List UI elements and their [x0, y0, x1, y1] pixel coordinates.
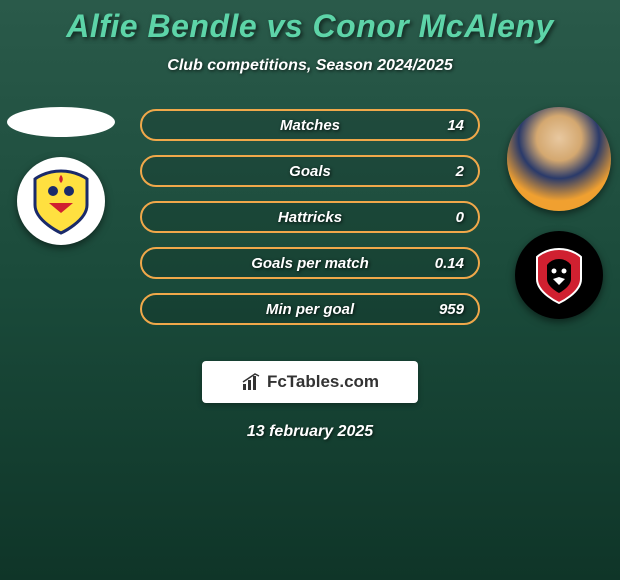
stat-row-hattricks: Hattricks 0: [140, 201, 480, 233]
stat-row-goals-per-match: Goals per match 0.14: [140, 247, 480, 279]
player-avatar-left: [7, 107, 115, 137]
stat-label: Matches: [280, 117, 340, 134]
brand-box[interactable]: FcTables.com: [202, 361, 418, 403]
stat-value: 2: [456, 163, 464, 180]
subtitle: Club competitions, Season 2024/2025: [0, 57, 620, 75]
salford-crest-icon: [529, 245, 589, 305]
player-avatar-right: [507, 107, 611, 211]
stats-area: Matches 14 Goals 2 Hattricks 0 Goals per…: [0, 107, 620, 347]
stat-value: 0: [456, 209, 464, 226]
stat-row-min-per-goal: Min per goal 959: [140, 293, 480, 325]
left-player-column: [6, 107, 116, 245]
stat-rows: Matches 14 Goals 2 Hattricks 0 Goals per…: [140, 107, 480, 325]
club-logo-right: [515, 231, 603, 319]
stat-label: Min per goal: [266, 301, 354, 318]
stat-label: Hattricks: [278, 209, 342, 226]
stat-row-matches: Matches 14: [140, 109, 480, 141]
afc-wimbledon-crest-icon: [25, 165, 97, 237]
page-title: Alfie Bendle vs Conor McAleny: [0, 0, 620, 45]
stat-value: 0.14: [435, 255, 464, 272]
brand-text: FcTables.com: [267, 372, 379, 392]
stat-label: Goals per match: [251, 255, 369, 272]
stat-row-goals: Goals 2: [140, 155, 480, 187]
right-player-column: [504, 107, 614, 319]
date-text: 13 february 2025: [0, 423, 620, 441]
stat-value: 959: [439, 301, 464, 318]
club-logo-left: [17, 157, 105, 245]
stat-value: 14: [447, 117, 464, 134]
stat-label: Goals: [289, 163, 331, 180]
chart-icon: [241, 372, 261, 392]
